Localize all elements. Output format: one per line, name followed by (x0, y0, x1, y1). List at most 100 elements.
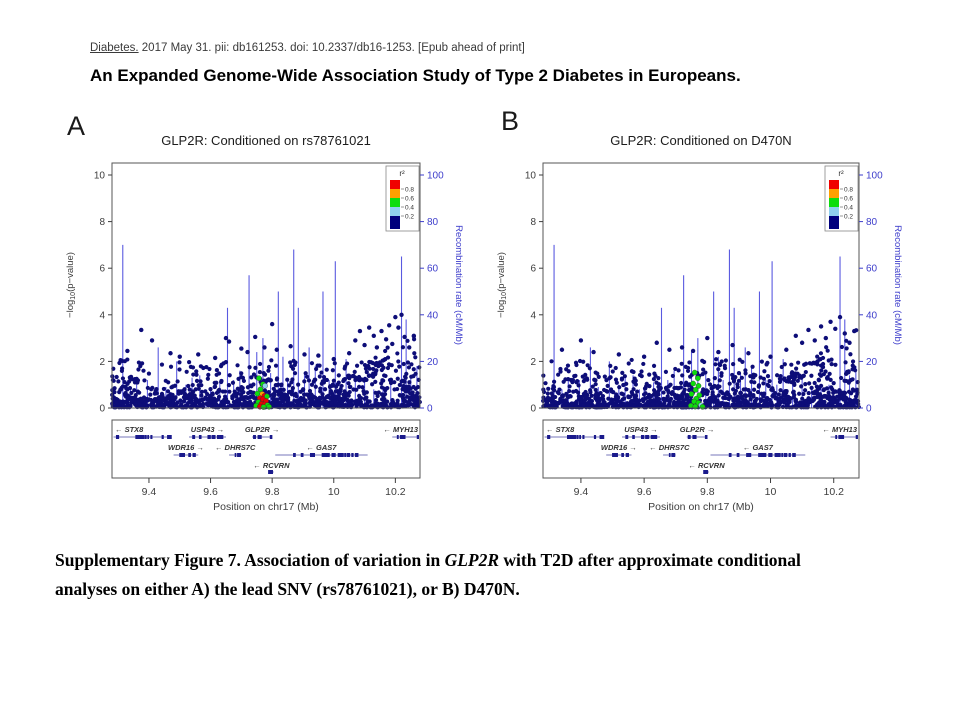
citation-text: 2017 May 31. pii: db161253. doi: 10.2337… (138, 42, 525, 54)
y-axis-left: 0 2 4 6 8 10 −log10(p−value) (496, 171, 543, 415)
svg-text:10.2: 10.2 (385, 486, 406, 498)
svg-text:9.6: 9.6 (637, 486, 652, 498)
svg-text:10: 10 (765, 486, 777, 498)
svg-text:6: 6 (530, 264, 536, 275)
gene-track: ← STX8 USP43 → GLP2R → ← MYH13 WDR16 → ← DHRS… (111, 419, 421, 479)
svg-text:20: 20 (427, 357, 439, 368)
svg-text:0.4: 0.4 (405, 205, 414, 212)
y-axis-right: 0 20 40 60 80 100 Recombination rate (cM/Mb) (420, 171, 464, 415)
journal-link[interactable]: Diabetes. (90, 42, 139, 54)
svg-text:8: 8 (530, 217, 536, 228)
svg-text:GLP2R: Conditioned on rs787610: GLP2R: Conditioned on rs78761021 (161, 133, 371, 148)
x-axis: 9.4 9.6 9.8 10 10.2 Position on chr17 (Mb) (142, 478, 406, 513)
svg-text:WDR16 →: WDR16 → (168, 443, 204, 452)
locuszoom-svg: GLP2R: Conditioned on rs78761021 0 2 4 6 8 10 −… (65, 133, 464, 513)
plot-border (542, 162, 860, 409)
caption-text: Supplementary Figure 7. Association of v… (55, 550, 445, 570)
svg-text:4: 4 (530, 310, 536, 321)
svg-text:Recombination rate (cM/Mb): Recombination rate (cM/Mb) (892, 225, 903, 345)
svg-text:100: 100 (866, 171, 883, 182)
caption-text: analyses on either A) the lead SNV (rs78… (55, 579, 520, 599)
svg-text:10.2: 10.2 (824, 486, 845, 498)
svg-text:← RCVRN: ← RCVRN (253, 461, 290, 470)
svg-text:6: 6 (99, 264, 105, 275)
svg-text:9.4: 9.4 (574, 486, 589, 498)
svg-text:Recombination rate (cM/Mb): Recombination rate (cM/Mb) (453, 225, 464, 345)
svg-text:r²: r² (399, 169, 405, 178)
svg-text:2: 2 (99, 357, 105, 368)
panel-title: GLP2R: Conditioned on D470N (610, 133, 791, 148)
svg-text:← DHRS7C: ← DHRS7C (649, 443, 690, 452)
svg-text:← DHRS7C: ← DHRS7C (215, 443, 256, 452)
svg-text:← MYH13: ← MYH13 (383, 425, 418, 434)
svg-text:9.8: 9.8 (700, 486, 715, 498)
svg-text:GLP2R: Conditioned on D470N: GLP2R: Conditioned on D470N (610, 133, 791, 148)
gene-track: ← STX8 USP43 → GLP2R → ← MYH13 WDR16 → ← DHRS… (542, 419, 860, 479)
svg-text:0: 0 (99, 404, 105, 415)
locuszoom-panel-a: GLP2R: Conditioned on rs78761021 0 2 4 6 8 10 −… (55, 110, 485, 530)
panel-label-b: B (501, 106, 520, 136)
svg-text:0.6: 0.6 (405, 196, 414, 203)
svg-text:0: 0 (866, 404, 872, 415)
svg-text:4: 4 (99, 310, 105, 321)
scatter-points (110, 312, 422, 410)
svg-text:60: 60 (427, 264, 439, 275)
svg-text:USP43 →: USP43 → (624, 425, 657, 434)
figure-caption: Supplementary Figure 7. Association of v… (55, 546, 930, 604)
caption-text: with T2D after approximate conditional (499, 550, 801, 570)
svg-text:GLP2R →: GLP2R → (245, 425, 280, 434)
svg-text:10: 10 (328, 486, 340, 498)
svg-text:9.4: 9.4 (142, 486, 157, 498)
svg-text:8: 8 (99, 217, 105, 228)
svg-text:Position on chr17 (Mb): Position on chr17 (Mb) (213, 501, 319, 513)
panel-label-a: A (67, 111, 86, 141)
svg-text:← GAS7: ← GAS7 (743, 443, 774, 452)
svg-text:0: 0 (427, 404, 433, 415)
svg-text:0.8: 0.8 (844, 187, 853, 194)
svg-text:0.4: 0.4 (844, 205, 853, 212)
svg-text:WDR16 →: WDR16 → (601, 443, 637, 452)
locuszoom-svg: GLP2R: Conditioned on D470N 0 2 4 6 8 10 −log10… (496, 133, 903, 513)
svg-text:0.2: 0.2 (405, 214, 414, 221)
svg-text:9.8: 9.8 (265, 486, 280, 498)
svg-text:← RCVRN: ← RCVRN (688, 461, 725, 470)
scatter-points (541, 314, 861, 410)
svg-text:80: 80 (427, 217, 439, 228)
r2-legend: r² 0.8 0.6 0.4 0.2 (824, 165, 859, 232)
svg-text:−log10(p−value): −log10(p−value) (65, 252, 77, 318)
plot-border (111, 162, 421, 409)
paper-title: An Expanded Genome-Wide Association Stud… (90, 66, 741, 85)
x-axis: 9.4 9.6 9.8 10 10.2 Position on chr17 (Mb) (574, 478, 844, 513)
highlighted-snps (253, 375, 272, 410)
svg-text:0: 0 (530, 404, 536, 415)
svg-text:← MYH13: ← MYH13 (822, 425, 857, 434)
svg-text:60: 60 (866, 264, 878, 275)
svg-text:2: 2 (530, 357, 536, 368)
locuszoom-panel-b: GLP2R: Conditioned on D470N 0 2 4 6 8 10 −log10… (490, 110, 935, 530)
svg-text:100: 100 (427, 171, 444, 182)
y-axis-right: 0 20 40 60 80 100 Recombination rate (cM/Mb) (859, 171, 903, 415)
svg-text:−log10(p−value): −log10(p−value) (496, 252, 508, 318)
svg-text:Position on chr17 (Mb): Position on chr17 (Mb) (648, 501, 754, 513)
panel-title: GLP2R: Conditioned on rs78761021 (161, 133, 371, 148)
svg-text:r²: r² (838, 169, 844, 178)
svg-text:80: 80 (866, 217, 878, 228)
svg-text:0.2: 0.2 (844, 214, 853, 221)
svg-text:10: 10 (525, 171, 537, 182)
svg-text:20: 20 (866, 357, 878, 368)
svg-text:GLP2R →: GLP2R → (680, 425, 715, 434)
highlighted-snps (688, 369, 706, 410)
svg-text:← STX8: ← STX8 (115, 425, 144, 434)
citation-line: Diabetes. 2017 May 31. pii: db161253. do… (90, 42, 525, 54)
svg-text:9.6: 9.6 (203, 486, 218, 498)
svg-text:USP43 →: USP43 → (191, 425, 224, 434)
svg-text:10: 10 (94, 171, 106, 182)
svg-text:← STX8: ← STX8 (546, 425, 575, 434)
r2-legend: r² 0.8 0.6 0.4 0.2 (385, 165, 420, 232)
svg-text:40: 40 (866, 310, 878, 321)
caption-gene-name: GLP2R (444, 550, 500, 570)
svg-text:0.8: 0.8 (405, 187, 414, 194)
svg-text:← GAS7: ← GAS7 (306, 443, 337, 452)
svg-text:40: 40 (427, 310, 439, 321)
